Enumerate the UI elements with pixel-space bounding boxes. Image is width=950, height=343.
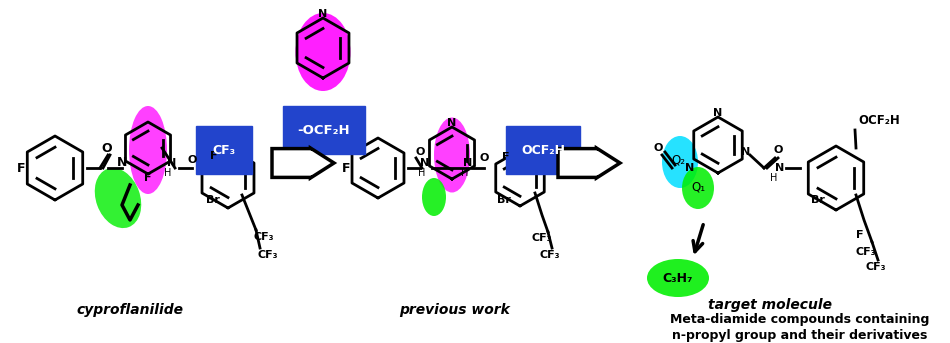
Text: N: N [447, 118, 457, 128]
Text: Br: Br [497, 195, 511, 205]
Text: target molecule: target molecule [708, 298, 832, 312]
Ellipse shape [295, 13, 351, 91]
Text: Meta-diamide compounds containing: Meta-diamide compounds containing [671, 314, 930, 327]
Ellipse shape [434, 118, 470, 192]
Text: previous work: previous work [400, 303, 510, 317]
Ellipse shape [662, 136, 698, 188]
Text: N: N [464, 158, 473, 168]
Text: C₃H₇: C₃H₇ [663, 272, 693, 284]
Text: N: N [713, 108, 723, 118]
Text: O: O [415, 147, 425, 157]
Text: O: O [102, 142, 112, 154]
Text: F: F [144, 173, 152, 183]
Text: F: F [503, 152, 510, 162]
Text: N: N [775, 163, 785, 173]
Text: O: O [187, 155, 197, 165]
FancyBboxPatch shape [283, 106, 365, 154]
Ellipse shape [95, 168, 142, 228]
Text: N: N [117, 156, 127, 169]
Text: N: N [741, 147, 750, 157]
Text: F: F [210, 151, 218, 161]
Text: cyproflanilide: cyproflanilide [77, 303, 183, 317]
Text: CF₃: CF₃ [258, 250, 278, 260]
Text: F: F [342, 162, 351, 175]
Text: CF₃: CF₃ [213, 143, 236, 156]
Ellipse shape [647, 259, 709, 297]
Text: N: N [685, 163, 694, 173]
FancyBboxPatch shape [506, 126, 580, 174]
Text: N: N [167, 158, 177, 168]
Text: H: H [770, 173, 778, 183]
FancyBboxPatch shape [196, 126, 252, 174]
Text: Br: Br [206, 195, 220, 205]
Text: N: N [318, 9, 328, 19]
Polygon shape [272, 148, 334, 178]
Ellipse shape [129, 106, 167, 194]
Text: O: O [773, 145, 783, 155]
Text: CF₃: CF₃ [532, 233, 552, 243]
Text: O: O [654, 143, 663, 153]
Text: OCF₂H: OCF₂H [521, 143, 565, 156]
Text: H: H [164, 168, 172, 178]
Text: H: H [418, 168, 426, 178]
Text: CF₃: CF₃ [856, 247, 876, 257]
Ellipse shape [422, 178, 446, 216]
Text: CF₃: CF₃ [540, 250, 560, 260]
Text: CF₃: CF₃ [865, 262, 886, 272]
Text: CF₃: CF₃ [253, 232, 274, 242]
Text: H: H [462, 168, 468, 178]
Ellipse shape [682, 167, 714, 209]
Text: Q₂: Q₂ [671, 154, 685, 166]
Text: -OCF₂H: -OCF₂H [297, 123, 351, 137]
Text: N: N [420, 158, 429, 168]
Text: O: O [480, 153, 488, 163]
Text: Q₁: Q₁ [691, 180, 705, 193]
Text: Br: Br [811, 195, 825, 205]
Polygon shape [558, 148, 620, 178]
Text: F: F [17, 162, 26, 175]
Text: n-propyl group and their derivatives: n-propyl group and their derivatives [673, 329, 928, 342]
Text: F: F [856, 230, 864, 240]
Text: OCF₂H: OCF₂H [858, 114, 900, 127]
